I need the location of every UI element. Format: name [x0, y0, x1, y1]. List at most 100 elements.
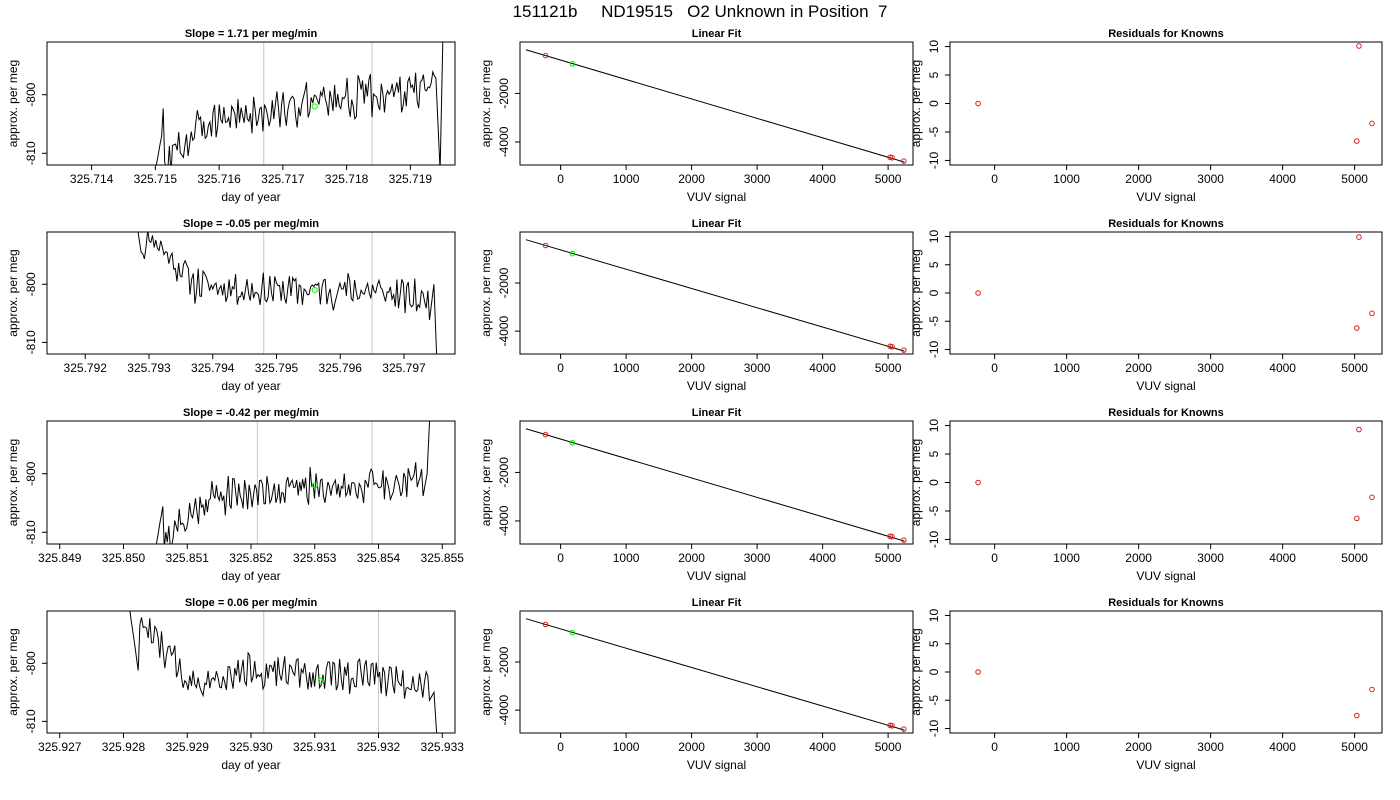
plot-area [155, 42, 444, 165]
x-tick-label: 4000 [809, 361, 836, 375]
known-point [889, 343, 895, 350]
known-point [1369, 686, 1375, 693]
plot-area [525, 239, 907, 353]
y-axis-label: approx. per meg [6, 628, 20, 715]
panel-1-3: Residuals for Knowns VUV signal approx. pe… [909, 28, 1383, 204]
x-tick-label: 325.792 [64, 361, 108, 375]
plot-frame [949, 610, 1383, 734]
signal-trace [129, 611, 438, 733]
x-tick-label: 325.853 [293, 551, 337, 565]
x-axis-label: day of year [221, 190, 280, 204]
y-axis-label: approx. per meg [6, 249, 20, 336]
y-axis-label: approx. per meg [6, 439, 20, 526]
y-tick-label: -5 [927, 316, 941, 327]
y-tick-label: -800 [24, 461, 38, 485]
y-tick-label: -810 [24, 520, 38, 544]
y-tick-label: -800 [24, 651, 38, 675]
plot-frame [46, 420, 456, 545]
x-tick-label: 5000 [1341, 551, 1368, 565]
x-tick-label: 325.716 [197, 172, 241, 186]
x-axis-label: VUV signal [1136, 569, 1195, 583]
x-tick-label: 1000 [613, 551, 640, 565]
x-tick-label: 5000 [875, 740, 902, 754]
x-tick-label: 2000 [678, 172, 705, 186]
panel-4-2: Linear Fit VUV signal approx. per meg 0 1000… [479, 597, 914, 772]
x-tick-label: 4000 [1269, 361, 1296, 375]
x-tick-label: 2000 [678, 740, 705, 754]
signal-trace [155, 42, 444, 165]
x-tick-label: 325.718 [325, 172, 369, 186]
x-tick-label: 0 [557, 361, 564, 375]
y-axis-label: approx. per meg [909, 249, 923, 336]
x-tick-label: 325.795 [255, 361, 299, 375]
y-tick-label: 0 [927, 479, 941, 486]
y-tick-label: -2000 [497, 78, 511, 109]
y-tick-label: 10 [927, 40, 941, 54]
panel-3-3: Residuals for Knowns VUV signal approx. pe… [909, 407, 1383, 583]
known-point [1369, 494, 1375, 501]
panel-title: Residuals for Knowns [1108, 28, 1224, 40]
y-axis-label: approx. per meg [909, 439, 923, 526]
x-tick-label: 3000 [1197, 740, 1224, 754]
x-tick-label: 0 [557, 172, 564, 186]
panel-3-1: Slope = -0.42 per meg/min day of year appr… [6, 407, 464, 583]
x-axis-label: VUV signal [1136, 379, 1195, 393]
x-tick-label: 325.927 [38, 740, 82, 754]
y-tick-label: -4000 [497, 315, 511, 346]
y-tick-label: 5 [927, 450, 941, 457]
x-tick-label: 5000 [875, 172, 902, 186]
plot-frame [949, 231, 1383, 355]
known-point [1369, 120, 1375, 127]
page-title: 151121b ND19515 O2 Unknown in Position 7 [512, 2, 888, 21]
known-point [975, 290, 981, 296]
plot-frame [949, 41, 1383, 166]
panel-title: Slope = 1.71 per meg/min [185, 28, 318, 40]
y-tick-label: 5 [927, 71, 941, 78]
x-tick-label: 2000 [1125, 361, 1152, 375]
known-point [975, 100, 981, 107]
x-tick-label: 0 [557, 551, 564, 565]
y-tick-label: -810 [24, 709, 38, 733]
y-axis-label: approx. per meg [479, 439, 493, 526]
y-axis-label: approx. per meg [909, 628, 923, 715]
x-tick-label: 4000 [809, 740, 836, 754]
panel-title: Linear Fit [692, 28, 742, 40]
x-tick-label: 325.797 [382, 361, 426, 375]
x-tick-label: 4000 [809, 172, 836, 186]
x-axis-label: VUV signal [687, 569, 746, 583]
x-tick-label: 325.850 [102, 551, 146, 565]
x-tick-label: 1000 [613, 361, 640, 375]
known-point [901, 347, 907, 353]
x-tick-label: 4000 [1269, 172, 1296, 186]
known-point [542, 431, 549, 438]
x-tick-label: 325.929 [166, 740, 210, 754]
x-tick-label: 0 [557, 740, 564, 754]
known-point [1354, 325, 1360, 331]
x-tick-label: 325.719 [389, 172, 433, 186]
x-tick-label: 3000 [1197, 361, 1224, 375]
y-tick-label: 10 [927, 609, 941, 623]
panel-title: Linear Fit [692, 407, 742, 419]
x-axis-label: day of year [221, 379, 280, 393]
known-point [1369, 310, 1375, 317]
x-tick-label: 325.854 [357, 551, 401, 565]
panel-2-3: Residuals for Knowns VUV signal approx. pe… [909, 218, 1383, 393]
y-tick-label: 5 [927, 640, 941, 647]
x-tick-label: 0 [991, 740, 998, 754]
x-tick-label: 3000 [744, 551, 771, 565]
known-point [1354, 712, 1360, 719]
known-point [901, 158, 907, 164]
y-tick-label: -2000 [497, 267, 511, 298]
x-tick-label: 325.931 [293, 740, 337, 754]
y-tick-label: 10 [927, 419, 941, 433]
known-point [542, 242, 549, 249]
y-axis-label: approx. per meg [479, 60, 493, 147]
known-point [1356, 43, 1362, 49]
panel-title: Linear Fit [692, 597, 742, 609]
x-tick-label: 3000 [744, 740, 771, 754]
mean-point [318, 677, 325, 684]
unknown-point [569, 61, 576, 67]
panel-1-2: Linear Fit VUV signal approx. per meg 0 1000… [479, 28, 914, 204]
x-tick-label: 325.796 [319, 361, 363, 375]
